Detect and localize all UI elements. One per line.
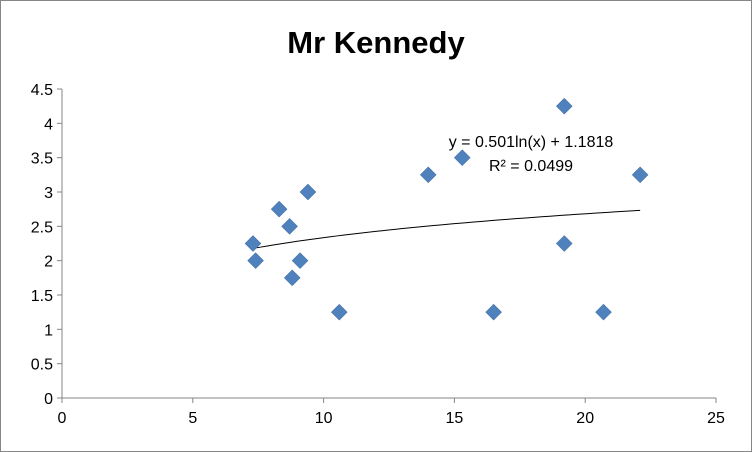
data-point <box>291 252 309 270</box>
x-tick-label: 25 <box>707 410 725 427</box>
trendline-r-squared: R² = 0.0499 <box>489 158 573 175</box>
data-point <box>281 217 298 235</box>
chart-title: Mr Kennedy <box>287 25 465 60</box>
data-point <box>283 269 301 287</box>
y-tick-label: 2.5 <box>31 219 53 236</box>
data-point <box>555 97 573 115</box>
y-tick-label: 3 <box>44 185 53 202</box>
data-point <box>244 235 262 252</box>
x-tick-label: 0 <box>58 410 67 427</box>
y-tick-label: 0.5 <box>31 357 53 374</box>
x-tick-label: 10 <box>315 410 333 427</box>
trendline-equation: y = 0.501ln(x) + 1.1818 <box>449 134 614 151</box>
data-point <box>247 252 264 270</box>
y-tick-label: 2 <box>44 254 53 271</box>
y-tick-label: 3.5 <box>31 151 53 168</box>
data-point <box>330 303 348 321</box>
data-point <box>595 303 612 321</box>
data-point <box>453 149 471 167</box>
x-tick-label: 20 <box>576 410 594 427</box>
trendline-group <box>252 209 641 249</box>
data-point <box>419 166 437 184</box>
data-point <box>270 200 288 218</box>
y-tick-label: 1.5 <box>31 288 53 305</box>
y-tick-label: 4 <box>44 116 53 133</box>
y-tick-label: 4.5 <box>31 82 53 99</box>
data-point <box>485 303 502 321</box>
axes: 0 0.5 1 1.5 2 2.5 3 3.5 4 4.5 0 5 10 15 20 25 <box>31 82 725 427</box>
y-tick-label: 1 <box>44 322 53 339</box>
data-point <box>299 183 317 201</box>
x-tick-label: 15 <box>446 410 464 427</box>
data-points <box>244 97 649 321</box>
y-tick-label: 0 <box>44 391 53 408</box>
data-point <box>555 235 573 252</box>
trendline <box>252 209 641 249</box>
x-tick-label: 5 <box>188 410 197 427</box>
data-point <box>631 166 649 184</box>
